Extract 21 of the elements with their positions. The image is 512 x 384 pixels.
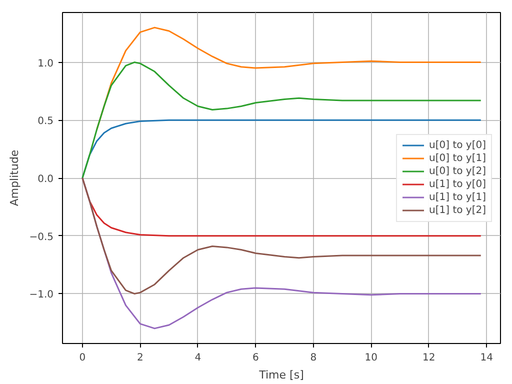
legend-label: u[0] to y[0] (429, 140, 486, 150)
x-tick-label: 12 (422, 352, 436, 364)
x-axis-title: Time [s] (258, 368, 304, 382)
y-tick-label: −0.5 (29, 232, 54, 243)
legend-label: u[1] to y[0] (429, 178, 486, 190)
y-tick-label: 0.0 (38, 174, 54, 185)
x-tick-label: 8 (310, 352, 317, 364)
x-tick-label: 0 (79, 352, 86, 364)
y-axis-title: Amplitude (8, 150, 22, 206)
x-tick-label: 14 (480, 352, 494, 364)
legend-label: u[0] to y[2] (429, 166, 486, 176)
legend-label: u[0] to y[1] (429, 152, 486, 164)
x-tick-label: 6 (252, 352, 259, 364)
y-tick-label: 0.5 (38, 116, 54, 128)
y-tick-label: 1.0 (38, 58, 54, 70)
x-tick-label: 4 (194, 352, 202, 364)
x-tick-label: 10 (364, 352, 378, 364)
y-tick-label: −1.0 (29, 290, 54, 301)
legend-label: u[1] to y[1] (429, 192, 486, 202)
legend-label: u[1] to y[2] (429, 204, 486, 216)
x-tick-label: 2 (136, 352, 144, 364)
